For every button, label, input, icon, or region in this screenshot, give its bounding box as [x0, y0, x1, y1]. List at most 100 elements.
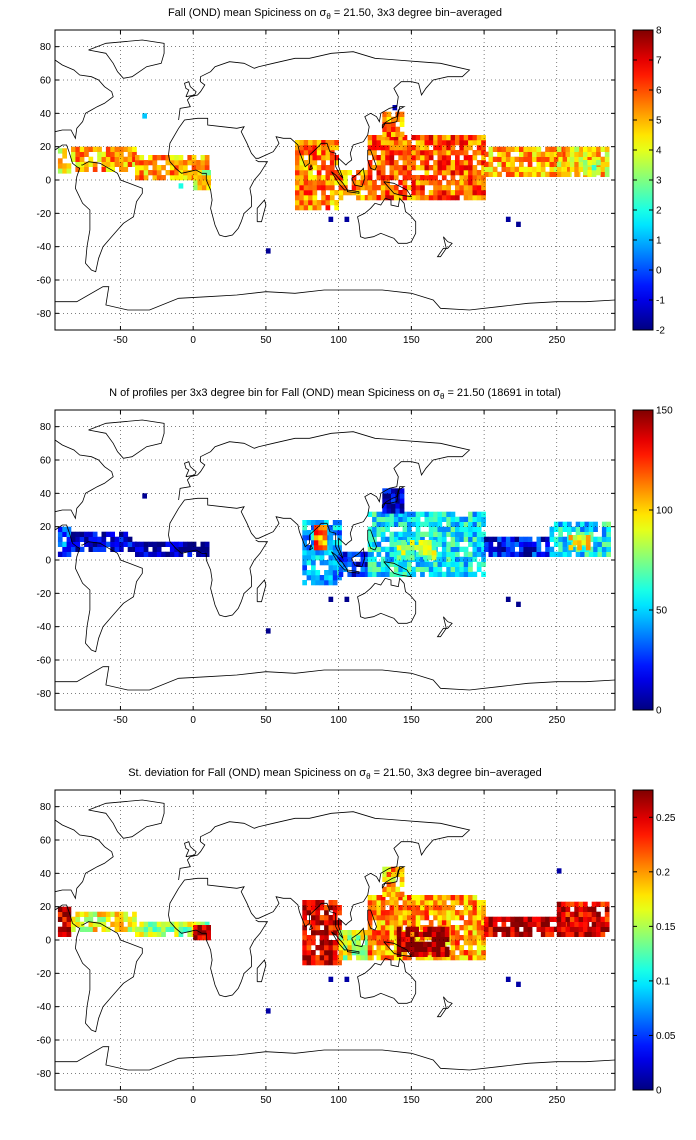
- data-bin: [311, 960, 316, 966]
- data-bin: [306, 560, 312, 566]
- data-bin: [433, 566, 438, 572]
- chart-title: Fall (OND) mean Spiciness on σθ = 21.50,…: [167, 7, 503, 22]
- data-bin: [431, 550, 437, 556]
- data-bin: [505, 171, 511, 177]
- data-bin: [398, 566, 403, 572]
- data-bin: [66, 163, 72, 169]
- data-bin: [431, 936, 437, 942]
- data-bin: [407, 155, 412, 161]
- data-bin: [123, 541, 129, 547]
- data-bin: [66, 546, 72, 552]
- data-bin: [143, 160, 149, 166]
- data-bin: [62, 926, 67, 932]
- data-bin: [481, 165, 486, 171]
- data-bin: [441, 150, 447, 156]
- data-bin: [174, 175, 179, 181]
- data-bin: [178, 931, 184, 937]
- data-bin: [311, 900, 316, 906]
- coastline: [55, 286, 616, 311]
- data-bin: [329, 155, 335, 161]
- data-bin: [206, 930, 211, 936]
- data-bin: [389, 541, 395, 547]
- data-bin: [505, 216, 511, 222]
- data-bin: [312, 155, 318, 161]
- data-bin: [319, 920, 325, 926]
- data-bin: [441, 195, 447, 201]
- data-bin: [318, 540, 323, 546]
- data-bin: [463, 531, 469, 537]
- data-bin: [367, 170, 373, 176]
- data-bin: [556, 146, 562, 152]
- data-bin: [561, 921, 566, 927]
- data-bin: [393, 170, 399, 176]
- data-bin: [372, 541, 377, 547]
- data-bin: [386, 886, 392, 892]
- data-bin: [393, 920, 399, 926]
- data-bin: [468, 155, 473, 161]
- data-bin: [306, 940, 312, 946]
- colorbar-tick-label: 5: [656, 116, 662, 127]
- data-bin: [402, 536, 408, 542]
- data-bin: [165, 551, 171, 557]
- data-bin: [411, 571, 417, 577]
- data-bin: [380, 150, 386, 156]
- data-bin: [420, 521, 425, 527]
- data-bin: [565, 916, 571, 922]
- data-bin: [356, 571, 361, 577]
- data-bin: [399, 871, 405, 877]
- data-bin: [441, 170, 447, 176]
- coastline: [184, 841, 197, 858]
- data-bin: [514, 166, 520, 172]
- data-bin: [463, 160, 469, 166]
- data-bin: [302, 930, 307, 936]
- data-bin: [169, 165, 175, 171]
- data-bin: [423, 555, 428, 561]
- data-bin: [114, 151, 120, 157]
- data-bin: [325, 200, 331, 206]
- data-bin: [66, 541, 72, 547]
- data-bin: [110, 541, 115, 547]
- data-bin: [311, 950, 316, 956]
- data-bin: [415, 135, 421, 141]
- data-bin: [337, 530, 342, 536]
- data-bin: [351, 940, 357, 946]
- data-bin: [351, 945, 357, 951]
- data-bin: [459, 900, 465, 906]
- data-bin: [329, 140, 335, 146]
- data-bin: [497, 151, 502, 157]
- data-bin: [324, 950, 329, 956]
- data-bin: [306, 535, 312, 541]
- data-bin: [372, 511, 377, 517]
- data-bin: [391, 508, 396, 514]
- data-bin: [139, 541, 145, 547]
- data-bin: [424, 531, 430, 537]
- data-bin: [523, 926, 529, 932]
- data-bin: [424, 561, 430, 567]
- data-bin: [382, 508, 387, 514]
- data-bin: [446, 185, 451, 191]
- data-bin: [436, 951, 441, 957]
- data-bin: [127, 926, 133, 932]
- data-bin: [583, 156, 588, 162]
- data-bin: [132, 146, 137, 152]
- data-bin: [389, 905, 395, 911]
- data-bin: [380, 955, 386, 961]
- data-bin: [161, 155, 166, 161]
- data-bin: [455, 536, 460, 542]
- data-bin: [437, 145, 443, 151]
- data-bin: [424, 155, 430, 161]
- data-bin: [332, 580, 338, 586]
- data-bin: [114, 161, 120, 167]
- y-tick-label: -20: [37, 969, 52, 980]
- data-bin: [424, 895, 430, 901]
- data-bin: [409, 555, 415, 561]
- data-bin: [380, 155, 386, 161]
- data-bin: [376, 546, 382, 552]
- data-bin: [114, 146, 120, 152]
- data-bin: [423, 931, 428, 937]
- data-bin: [161, 551, 166, 557]
- data-bin: [411, 915, 417, 921]
- data-bin: [382, 131, 387, 137]
- data-bin: [123, 911, 129, 917]
- data-bin: [492, 171, 498, 177]
